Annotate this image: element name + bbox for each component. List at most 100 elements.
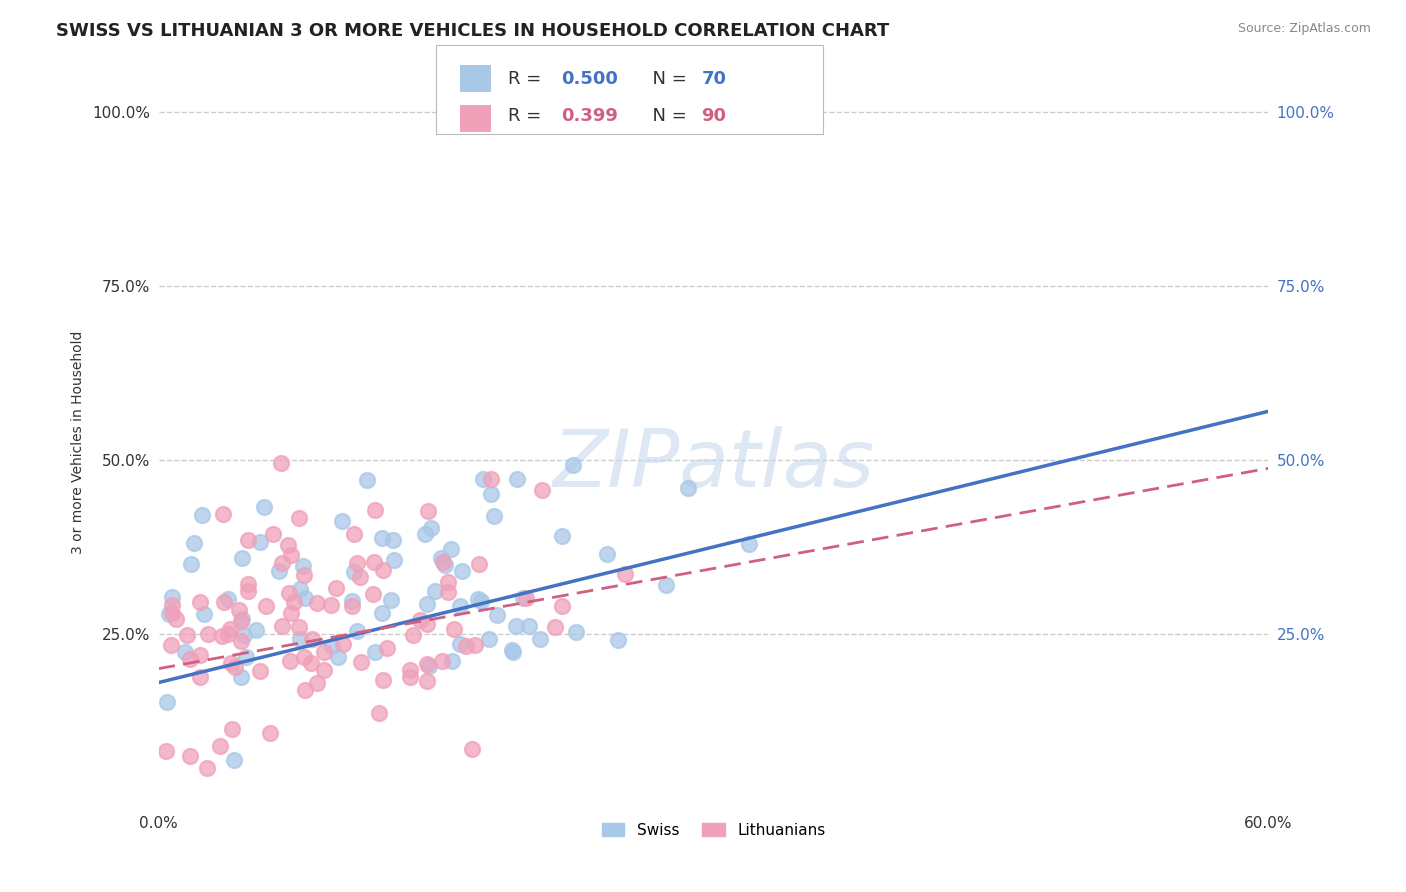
Point	[229, 633, 252, 648]
Point	[449, 637, 471, 651]
Point	[416, 597, 439, 611]
Point	[478, 632, 501, 646]
Point	[416, 616, 439, 631]
Point	[399, 663, 422, 677]
Y-axis label: 3 or more Vehicles in Household: 3 or more Vehicles in Household	[72, 331, 86, 554]
Point	[529, 632, 551, 646]
Point	[517, 619, 540, 633]
Point	[434, 558, 457, 572]
Point	[270, 456, 292, 470]
Point	[409, 613, 432, 627]
Point	[224, 659, 246, 673]
Text: 0.500: 0.500	[561, 70, 617, 87]
Point	[259, 725, 281, 739]
Point	[562, 458, 585, 472]
Point	[229, 671, 252, 685]
Point	[321, 640, 343, 654]
Point	[325, 582, 347, 596]
Text: R =: R =	[508, 70, 547, 87]
Point	[429, 551, 451, 566]
Point	[502, 645, 524, 659]
Point	[217, 591, 239, 606]
Point	[267, 565, 290, 579]
Point	[471, 472, 494, 486]
Point	[283, 595, 305, 609]
Text: SWISS VS LITHUANIAN 3 OR MORE VEHICLES IN HOUSEHOLD CORRELATION CHART: SWISS VS LITHUANIAN 3 OR MORE VEHICLES I…	[56, 22, 890, 40]
Point	[443, 622, 465, 636]
Point	[399, 670, 422, 684]
Point	[550, 599, 572, 613]
Point	[382, 553, 405, 567]
Point	[367, 706, 389, 720]
Point	[375, 641, 398, 656]
Point	[419, 521, 441, 535]
Point	[236, 584, 259, 599]
Point	[361, 587, 384, 601]
Point	[595, 548, 617, 562]
Point	[346, 556, 368, 570]
Point	[319, 598, 342, 612]
Point	[432, 654, 454, 668]
Point	[470, 594, 492, 608]
Point	[197, 627, 219, 641]
Text: N =: N =	[641, 107, 693, 125]
Point	[676, 481, 699, 495]
Point	[288, 632, 311, 646]
Point	[159, 638, 181, 652]
Point	[373, 673, 395, 687]
Point	[332, 637, 354, 651]
Point	[363, 555, 385, 569]
Point	[278, 654, 301, 668]
Point	[416, 657, 439, 671]
Point	[292, 567, 315, 582]
Point	[440, 542, 463, 557]
Point	[254, 599, 277, 613]
Point	[238, 577, 260, 591]
Point	[614, 567, 637, 582]
Point	[307, 676, 329, 690]
Point	[449, 599, 471, 613]
Point	[294, 591, 316, 606]
Point	[155, 744, 177, 758]
Point	[349, 655, 371, 669]
Point	[467, 557, 489, 571]
Point	[193, 607, 215, 621]
Point	[270, 556, 292, 570]
Point	[413, 526, 436, 541]
Point	[515, 591, 537, 606]
Point	[330, 514, 353, 528]
Point	[436, 575, 458, 590]
Point	[506, 472, 529, 486]
Point	[165, 612, 187, 626]
Point	[346, 624, 368, 639]
Point	[188, 594, 211, 608]
Point	[188, 670, 211, 684]
Point	[544, 620, 567, 634]
Point	[486, 607, 509, 622]
Point	[288, 620, 311, 634]
Point	[402, 628, 425, 642]
Point	[180, 557, 202, 571]
Point	[461, 742, 484, 756]
Point	[343, 527, 366, 541]
Point	[380, 592, 402, 607]
Point	[229, 614, 252, 628]
Point	[188, 648, 211, 663]
Text: R =: R =	[508, 107, 547, 125]
Point	[217, 626, 239, 640]
Point	[292, 559, 315, 574]
Point	[512, 591, 534, 606]
Point	[301, 656, 323, 670]
Point	[373, 563, 395, 577]
Point	[364, 503, 387, 517]
Point	[219, 622, 242, 636]
Point	[278, 585, 301, 599]
Point	[294, 683, 316, 698]
Point	[432, 555, 454, 569]
Point	[342, 593, 364, 607]
Point	[565, 624, 588, 639]
Point	[437, 585, 460, 599]
Point	[160, 590, 183, 604]
Point	[190, 508, 212, 523]
Point	[551, 529, 574, 543]
